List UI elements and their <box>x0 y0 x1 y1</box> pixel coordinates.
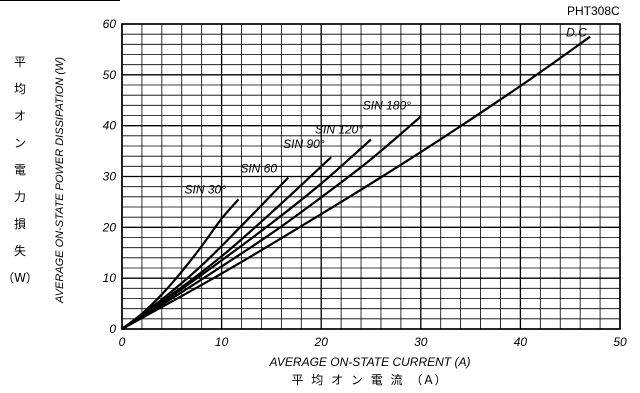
x-tick-labels: 0 10 20 30 40 50 <box>119 335 627 349</box>
y-tick-label: 40 <box>103 119 117 133</box>
y-axis-label-jp-char: 均 <box>14 82 26 96</box>
y-axis-label-jp-char: 損 <box>14 216 26 231</box>
plot-frame <box>121 23 621 330</box>
series-label: D.C <box>566 26 587 40</box>
x-tick-label: 40 <box>514 335 528 349</box>
series-line <box>121 115 422 330</box>
curves <box>121 35 591 330</box>
y-axis-label-jp-char: オ <box>14 109 26 123</box>
series-line <box>121 176 290 330</box>
y-axis-label-jp-char: （W） <box>2 271 38 285</box>
series-label: SIN 30° <box>185 182 227 196</box>
model-code: PHT308C <box>567 4 620 18</box>
y-tick-label: 10 <box>103 271 117 285</box>
series-label: SIN 180° <box>363 99 411 113</box>
y-tick-label: 60 <box>103 17 117 31</box>
x-tick-label: 0 <box>119 335 126 349</box>
y-tick-labels: 0 10 20 30 40 50 60 <box>102 17 117 336</box>
y-axis-label-jp-char: 電 <box>14 163 26 177</box>
y-axis-label-jp-char: 失 <box>14 243 26 258</box>
y-tick-label: 30 <box>103 170 117 184</box>
x-axis-label: AVERAGE ON-STATE CURRENT (A) <box>269 355 471 369</box>
x-axis-label-jp: 平 均 オ ン 電 流 （A） <box>291 373 448 387</box>
y-axis-label-jp-char: 平 <box>14 55 26 69</box>
x-tick-label: 20 <box>314 335 329 349</box>
y-tick-label: 20 <box>102 220 117 234</box>
series-labels: SIN 30° SIN 60 SIN 90°SIN 120°SIN 180° D.C <box>185 26 588 197</box>
x-tick-label: 30 <box>414 335 428 349</box>
y-axis-label-jp-char: 力 <box>14 190 26 204</box>
x-tick-label: 10 <box>215 335 229 349</box>
series-label: SIN 60 <box>240 162 277 176</box>
top-rule <box>0 0 120 1</box>
series-line <box>121 35 591 330</box>
y-axis-label: AVERAGE ON-STATE POWER DISSIPATION (W) <box>54 57 66 304</box>
series-label: SIN 90° <box>283 137 325 151</box>
y-axis-label-jp-char: ン <box>14 136 26 150</box>
y-tick-label: 50 <box>103 68 117 82</box>
series-label: SIN 120° <box>315 122 363 136</box>
y-tick-label: 0 <box>109 322 116 336</box>
x-tick-label: 50 <box>613 335 627 349</box>
series-line <box>121 138 372 330</box>
